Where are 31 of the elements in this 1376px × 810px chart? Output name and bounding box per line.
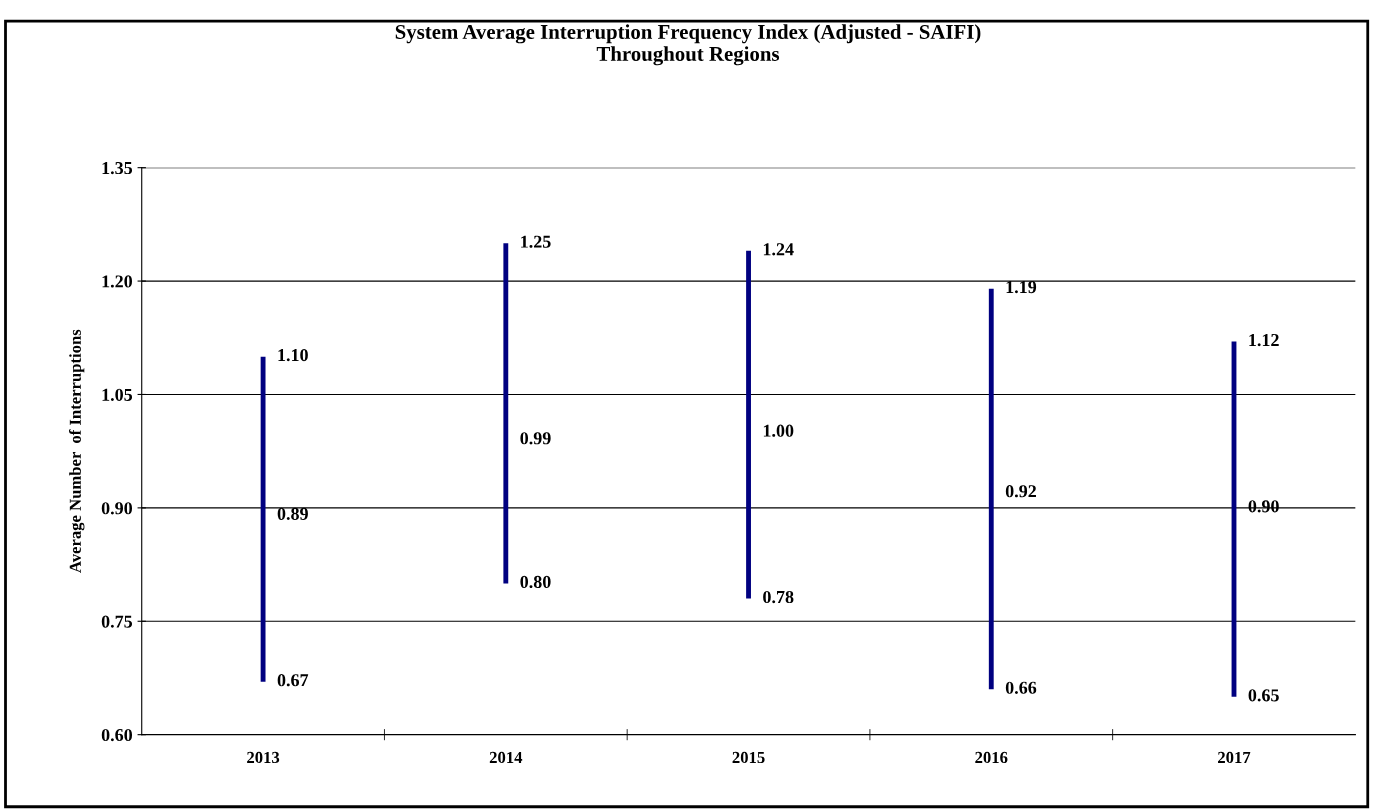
- annotation: 1.19: [1006, 281, 1037, 294]
- x-tick-label: 2017: [1218, 751, 1251, 764]
- bar: [988, 288, 994, 690]
- bar: [503, 243, 509, 584]
- annotation: 0.92: [1005, 485, 1036, 498]
- annotation: 1.12: [1249, 333, 1279, 347]
- chart-title: System Average Interruption Frequency Index (Adjusted - SAIFI) Throughout Regions: [395, 24, 981, 66]
- annotation: 0.78: [763, 590, 794, 604]
- annotation: 0.89: [277, 507, 308, 521]
- annotation: 0.67: [277, 674, 309, 687]
- annotation: 0.80: [520, 575, 551, 589]
- annotation: 0.66: [1005, 681, 1037, 694]
- annotation: 0.99: [520, 432, 551, 445]
- bar: [746, 250, 751, 599]
- annotation: 0.65: [1248, 689, 1279, 702]
- x-tick-label: 2013: [247, 751, 280, 764]
- y-tick-label: 0.75: [101, 615, 133, 628]
- bar: [260, 356, 266, 682]
- y-tick-label: 1.05: [102, 388, 133, 401]
- y-tick-label: 1.35: [102, 161, 133, 175]
- y-tick-label: 0.60: [101, 728, 133, 742]
- y-axis-title: Average Number of Interruptions: [69, 329, 85, 573]
- annotation: 1.24: [763, 243, 794, 256]
- y-tick-label: 1.20: [102, 275, 133, 288]
- x-tick-label: 2016: [975, 751, 1008, 764]
- y-tick-label: 0.90: [101, 502, 133, 515]
- annotation: 1.25: [521, 235, 551, 248]
- annotation: 1.10: [278, 349, 308, 362]
- x-tick-label: 2015: [732, 751, 765, 764]
- x-tick-label: 2014: [489, 751, 523, 764]
- annotation: 1.00: [763, 424, 794, 437]
